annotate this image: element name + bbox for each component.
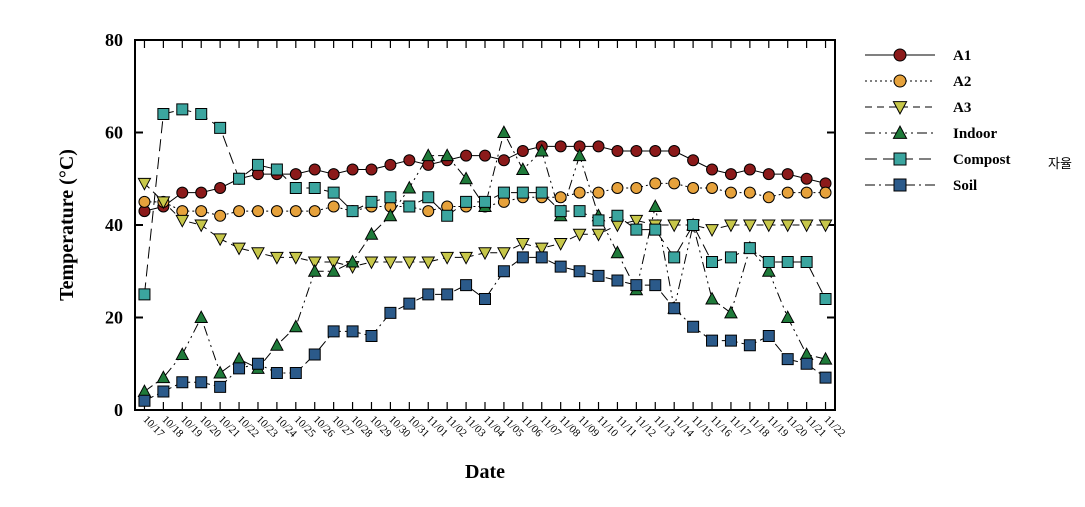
temperature-chart: 020406080Temperature (°C)10/1710/1810/19… xyxy=(0,0,1085,507)
legend-label-soil: Soil xyxy=(953,178,977,194)
chart-container: 020406080Temperature (°C)10/1710/1810/19… xyxy=(0,0,1085,507)
y-tick-label: 60 xyxy=(105,123,123,143)
y-tick-label: 80 xyxy=(105,30,123,50)
legend-label-compost: Compost xyxy=(953,152,1011,168)
y-tick-label: 40 xyxy=(105,215,123,235)
y-tick-label: 0 xyxy=(114,400,123,420)
legend-label-a1: A1 xyxy=(953,48,971,64)
x-axis-title: Date xyxy=(465,461,505,483)
legend-label-a3: A3 xyxy=(953,100,971,116)
y-axis-title: Temperature (°C) xyxy=(56,149,78,301)
y-tick-label: 20 xyxy=(105,308,123,328)
extra-label: 자율 xyxy=(1048,156,1072,171)
legend-label-indoor: Indoor xyxy=(953,126,998,142)
legend-label-a2: A2 xyxy=(953,74,971,90)
